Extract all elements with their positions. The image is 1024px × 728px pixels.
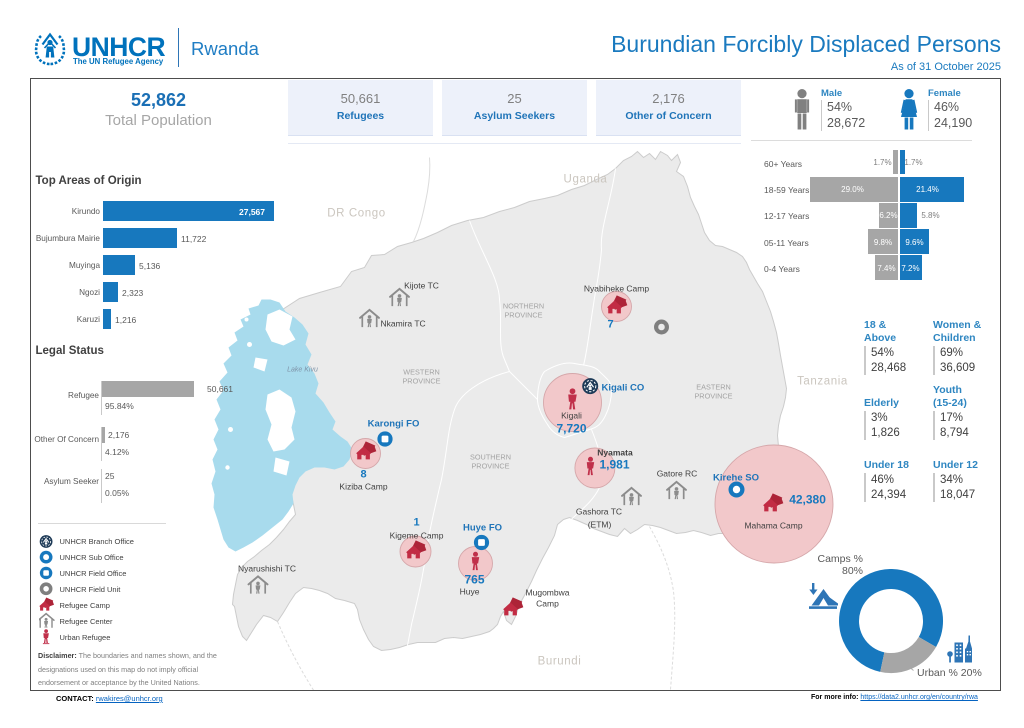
svg-text:7,720: 7,720 bbox=[556, 422, 586, 436]
svg-text:Lake Kivu: Lake Kivu bbox=[287, 367, 318, 374]
svg-text:Kiziba Camp: Kiziba Camp bbox=[339, 482, 387, 492]
svg-text:Kigeme Camp: Kigeme Camp bbox=[390, 531, 444, 541]
svg-text:Kijote TC: Kijote TC bbox=[404, 281, 439, 291]
svg-text:SOUTHERN: SOUTHERN bbox=[470, 453, 511, 462]
svg-text:Nkamira TC: Nkamira TC bbox=[381, 319, 426, 329]
svg-text:1,981: 1,981 bbox=[599, 458, 629, 472]
svg-text:UNHCR: UNHCR bbox=[72, 32, 166, 62]
svg-text:Kigali CO: Kigali CO bbox=[602, 383, 645, 394]
svg-text:Nyarushishi TC: Nyarushishi TC bbox=[238, 564, 296, 574]
svg-text:Nyamata: Nyamata bbox=[597, 448, 633, 458]
svg-text:PROVINCE: PROVINCE bbox=[504, 311, 542, 320]
svg-text:Kigali: Kigali bbox=[561, 411, 582, 421]
svg-text:The UN Refugee Agency: The UN Refugee Agency bbox=[73, 57, 164, 66]
svg-text:NORTHERN: NORTHERN bbox=[503, 302, 544, 311]
svg-text:PROVINCE: PROVINCE bbox=[402, 377, 440, 386]
svg-text:(ETM): (ETM) bbox=[588, 520, 612, 530]
svg-text:Tanzania: Tanzania bbox=[797, 376, 848, 388]
svg-text:Nyabiheke Camp: Nyabiheke Camp bbox=[584, 284, 649, 294]
svg-text:Uganda: Uganda bbox=[564, 174, 608, 186]
svg-text:Kirehe SO: Kirehe SO bbox=[713, 473, 759, 484]
svg-text:PROVINCE: PROVINCE bbox=[694, 392, 732, 401]
svg-text:Burundi: Burundi bbox=[538, 656, 582, 668]
svg-text:1: 1 bbox=[413, 517, 419, 529]
svg-text:42,380: 42,380 bbox=[789, 493, 826, 507]
svg-text:Camp: Camp bbox=[536, 599, 559, 609]
svg-text:Gatore RC: Gatore RC bbox=[657, 469, 698, 479]
svg-text:DR Congo: DR Congo bbox=[327, 208, 386, 220]
svg-text:Mahama Camp: Mahama Camp bbox=[744, 521, 802, 531]
svg-text:EASTERN: EASTERN bbox=[696, 383, 730, 392]
svg-text:Gashora TC: Gashora TC bbox=[576, 507, 622, 517]
svg-text:Huye FO: Huye FO bbox=[463, 523, 502, 534]
svg-text:Huye: Huye bbox=[460, 587, 480, 597]
svg-text:765: 765 bbox=[464, 573, 484, 587]
svg-text:WESTERN: WESTERN bbox=[403, 368, 440, 377]
svg-text:Mugombwa: Mugombwa bbox=[526, 588, 570, 598]
svg-text:8: 8 bbox=[360, 469, 366, 481]
svg-text:7: 7 bbox=[607, 319, 613, 331]
svg-text:PROVINCE: PROVINCE bbox=[471, 462, 509, 471]
svg-text:Karongi FO: Karongi FO bbox=[368, 419, 420, 430]
